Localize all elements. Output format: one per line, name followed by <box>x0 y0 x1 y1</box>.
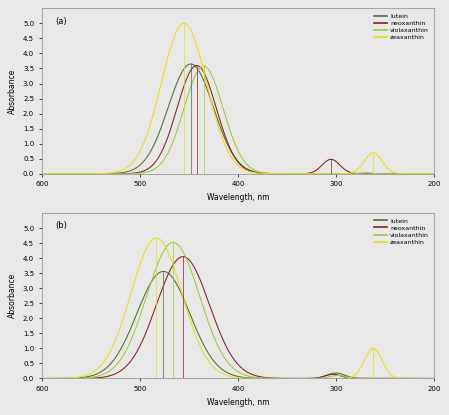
Text: (a): (a) <box>56 17 67 26</box>
Legend: lutein, neoxanthin, violaxanthin, zeaxanthin: lutein, neoxanthin, violaxanthin, zeaxan… <box>373 12 431 42</box>
Y-axis label: Absorbance: Absorbance <box>9 68 18 114</box>
X-axis label: Wavelength, nm: Wavelength, nm <box>207 193 269 202</box>
Y-axis label: Absorbance: Absorbance <box>9 273 18 318</box>
Legend: lutein, neoxanthin, violaxanthin, zeaxanthin: lutein, neoxanthin, violaxanthin, zeaxan… <box>373 216 431 247</box>
Text: (b): (b) <box>56 221 67 230</box>
X-axis label: Wavelength, nm: Wavelength, nm <box>207 398 269 407</box>
